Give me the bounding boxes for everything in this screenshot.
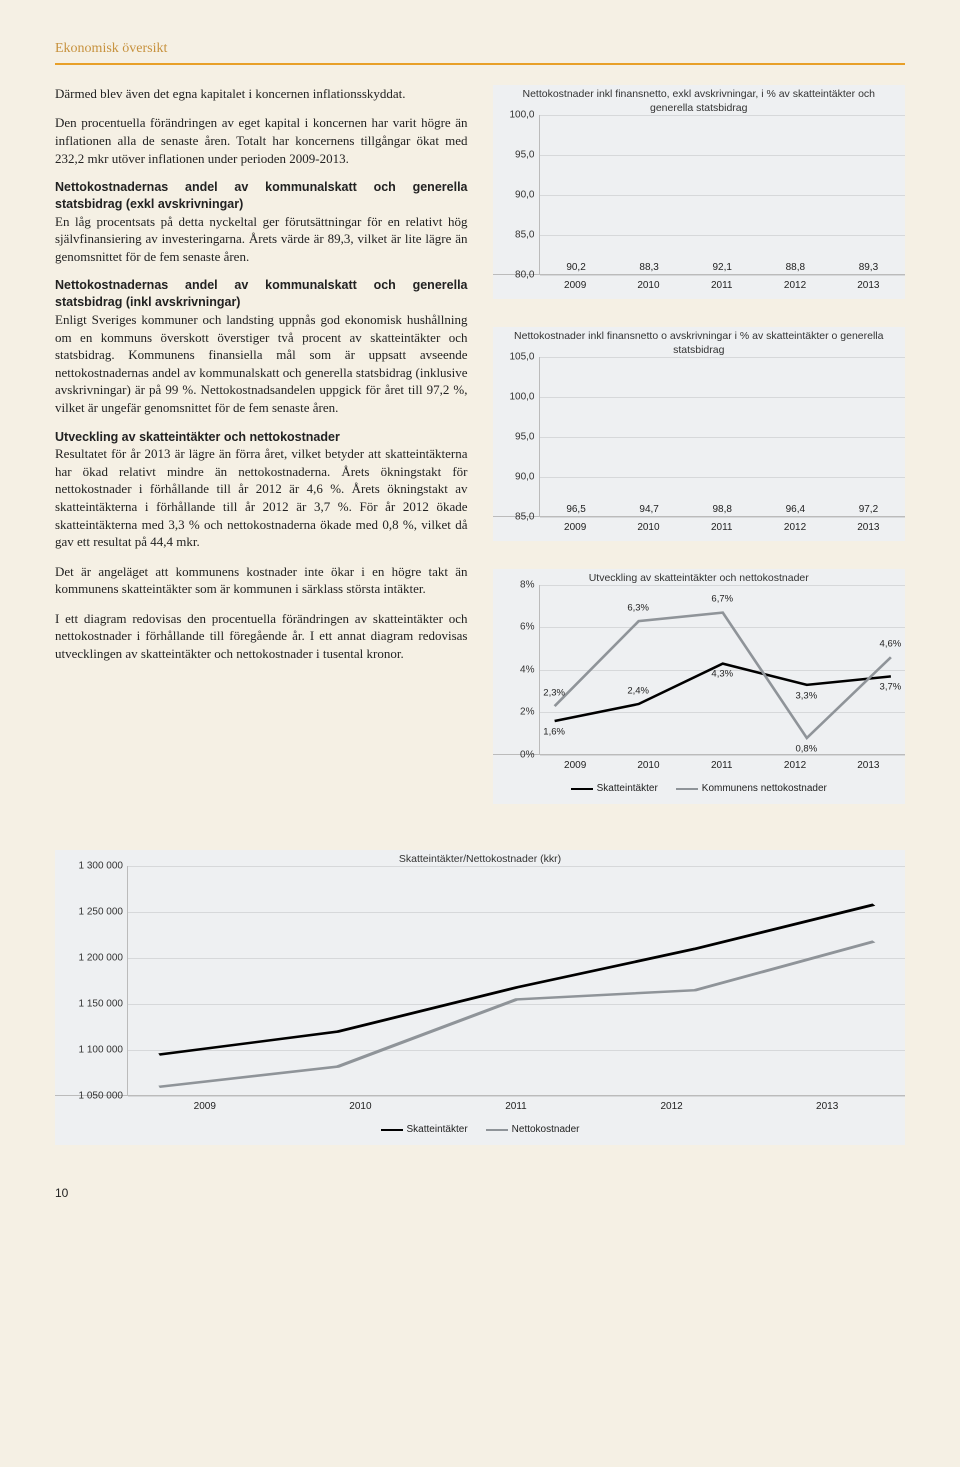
bar-value-label: 88,3	[639, 261, 658, 275]
page-header: Ekonomisk översikt	[55, 40, 905, 65]
y-axis-tick: 2%	[520, 706, 534, 720]
data-point-label: 3,7%	[880, 682, 902, 695]
data-point-label: 2,3%	[543, 687, 565, 700]
data-point-label: 6,3%	[627, 602, 649, 615]
data-point-label: 3,3%	[795, 690, 817, 703]
paragraph: Det är angeläget att kommunens kostnader…	[55, 563, 468, 598]
bar-value-label: 89,3	[859, 261, 878, 275]
chart-series-line	[159, 941, 874, 1086]
bar-value-label: 88,8	[786, 261, 805, 275]
bar-value-label: 90,2	[566, 261, 585, 275]
chart-title: Utveckling av skatteintäkter och nettoko…	[493, 569, 906, 585]
data-point-label: 2,4%	[627, 685, 649, 698]
y-axis-tick: 1 200 000	[79, 951, 124, 965]
y-axis-tick: 80,0	[515, 268, 534, 282]
bar-chart-exkl-avskrivningar: Nettokostnader inkl finansnetto, exkl av…	[493, 85, 906, 299]
bar-value-label: 97,2	[859, 503, 878, 517]
data-point-label: 4,3%	[711, 669, 733, 682]
data-point-label: 6,7%	[711, 594, 733, 607]
line-chart-kkr: Skatteintäkter/Nettokostnader (kkr) 1 050…	[55, 850, 905, 1145]
bar-value-label: 92,1	[713, 261, 732, 275]
data-point-label: 0,8%	[795, 743, 817, 756]
paragraph: En låg procentsats på detta nyckeltal ge…	[55, 213, 468, 266]
y-axis-tick: 1 250 000	[79, 905, 124, 919]
section-heading: Utveckling av skatteintäkter och nettoko…	[55, 429, 468, 446]
bar-chart-inkl-avskrivningar: Nettokostnader inkl finansnetto o avskri…	[493, 327, 906, 541]
y-axis-tick: 85,0	[515, 228, 534, 242]
x-axis-label: 2013	[839, 279, 898, 293]
x-axis-label: 2012	[766, 279, 825, 293]
x-axis-label: 2009	[143, 1100, 267, 1114]
y-axis-tick: 95,0	[515, 148, 534, 162]
chart-title: Nettokostnader inkl finansnetto o avskri…	[493, 327, 906, 357]
x-axis-label: 2010	[298, 1100, 422, 1114]
legend-label: Kommunens nettokostnader	[702, 782, 827, 796]
y-axis-tick: 1 150 000	[79, 997, 124, 1011]
legend-label: Nettokostnader	[512, 1123, 580, 1137]
text-column: Därmed blev även det egna kapitalet i ko…	[55, 85, 468, 832]
y-axis-tick: 100,0	[509, 108, 534, 122]
chart-title: Nettokostnader inkl finansnetto, exkl av…	[493, 85, 906, 115]
y-axis-tick: 105,0	[509, 350, 534, 364]
y-axis-tick: 1 050 000	[79, 1089, 124, 1103]
y-axis-tick: 100,0	[509, 390, 534, 404]
legend-label: Skatteintäkter	[407, 1123, 468, 1137]
x-axis-label: 2011	[692, 759, 751, 773]
y-axis-tick: 8%	[520, 578, 534, 592]
line-chart-utveckling-pct: Utveckling av skatteintäkter och nettoko…	[493, 569, 906, 804]
y-axis-tick: 4%	[520, 663, 534, 677]
paragraph: Resultatet för år 2013 är lägre än förra…	[55, 445, 468, 550]
y-axis-tick: 1 300 000	[79, 859, 124, 873]
y-axis-tick: 1 100 000	[79, 1043, 124, 1057]
y-axis-tick: 95,0	[515, 430, 534, 444]
section-heading: Nettokostnadernas andel av kommunalskatt…	[55, 277, 468, 311]
x-axis-label: 2012	[766, 759, 825, 773]
legend-item: Nettokostnader	[486, 1123, 580, 1137]
chart-series-line	[159, 905, 874, 1055]
x-axis-label: 2013	[839, 521, 898, 535]
x-axis-label: 2013	[765, 1100, 889, 1114]
data-point-label: 4,6%	[880, 639, 902, 652]
y-axis-tick: 85,0	[515, 510, 534, 524]
bar-value-label: 96,4	[786, 503, 805, 517]
legend-item: Skatteintäkter	[571, 782, 658, 796]
x-axis-label: 2009	[546, 279, 605, 293]
y-axis-tick: 6%	[520, 621, 534, 635]
data-point-label: 1,6%	[543, 726, 565, 739]
y-axis-tick: 90,0	[515, 470, 534, 484]
legend-item: Kommunens nettokostnader	[676, 782, 827, 796]
bar-value-label: 96,5	[566, 503, 585, 517]
x-axis-label: 2010	[619, 279, 678, 293]
paragraph: Därmed blev även det egna kapitalet i ko…	[55, 85, 468, 103]
x-axis-label: 2010	[619, 759, 678, 773]
paragraph: Enligt Sveriges kommuner och landsting u…	[55, 311, 468, 416]
legend-item: Skatteintäkter	[381, 1123, 468, 1137]
paragraph: I ett diagram redovisas den procentuella…	[55, 610, 468, 663]
x-axis-label: 2009	[546, 759, 605, 773]
legend-label: Skatteintäkter	[597, 782, 658, 796]
x-axis-label: 2009	[546, 521, 605, 535]
bar-value-label: 94,7	[639, 503, 658, 517]
x-axis-label: 2010	[619, 521, 678, 535]
page-number: 10	[55, 1185, 905, 1201]
y-axis-tick: 0%	[520, 748, 534, 762]
bar-value-label: 98,8	[713, 503, 732, 517]
x-axis-label: 2012	[609, 1100, 733, 1114]
paragraph: Den procentuella förändringen av eget ka…	[55, 114, 468, 167]
x-axis-label: 2012	[766, 521, 825, 535]
x-axis-label: 2011	[454, 1100, 578, 1114]
y-axis-tick: 90,0	[515, 188, 534, 202]
chart-title: Skatteintäkter/Nettokostnader (kkr)	[55, 850, 905, 866]
x-axis-label: 2011	[692, 279, 751, 293]
x-axis-label: 2011	[692, 521, 751, 535]
charts-column: Nettokostnader inkl finansnetto, exkl av…	[493, 85, 906, 832]
x-axis-label: 2013	[839, 759, 898, 773]
section-heading: Nettokostnadernas andel av kommunalskatt…	[55, 179, 468, 213]
